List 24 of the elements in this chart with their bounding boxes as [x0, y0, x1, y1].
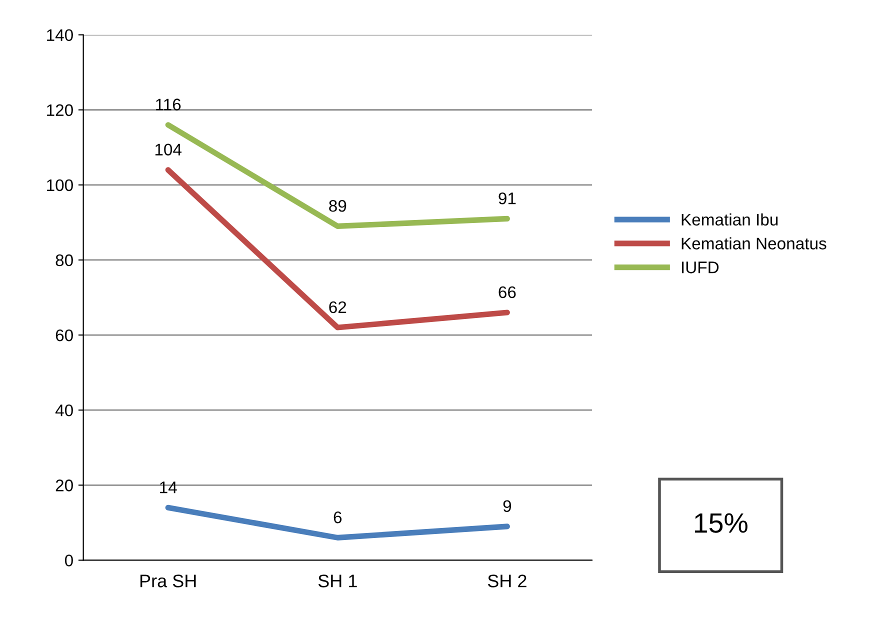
legend-label: Kematian Neonatus [682, 237, 826, 250]
text: 15% [694, 513, 748, 533]
y-tick-label: 80 [56, 254, 73, 266]
data-label: 104 [155, 144, 182, 156]
data-label: 14 [160, 482, 177, 494]
data-label: 62 [329, 301, 346, 314]
legend-label: Kematian Ibu [682, 213, 778, 226]
x-tick-label: Pra SH [140, 574, 196, 588]
data-label: 6 [334, 511, 342, 524]
data-label: 9 [503, 500, 512, 512]
data-label: 89 [329, 200, 346, 212]
data-label: 66 [498, 286, 516, 298]
y-tick-label: 100 [47, 179, 73, 192]
data-label: 91 [498, 192, 516, 204]
y-tick-label: 60 [56, 329, 73, 342]
y-tick-label: 120 [47, 104, 73, 116]
y-tick-label: 140 [47, 29, 73, 42]
y-tick-label: 0 [64, 554, 73, 566]
data-label: 116 [156, 98, 181, 110]
y-tick-label: 40 [55, 404, 73, 416]
legend-label: IUFD [682, 262, 719, 274]
y-tick-label: 20 [56, 480, 73, 492]
x-tick-label: SH 2 [488, 574, 526, 588]
x-tick-label: SH 1 [318, 574, 357, 588]
